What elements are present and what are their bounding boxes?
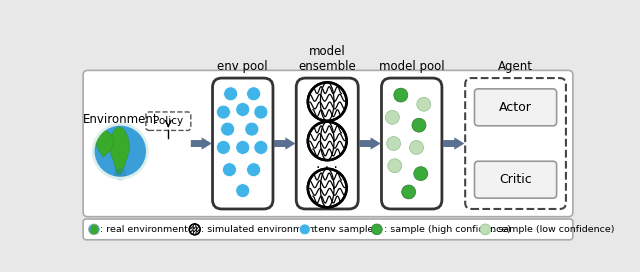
Text: Environment: Environment	[83, 113, 158, 126]
Circle shape	[300, 224, 310, 235]
Circle shape	[93, 124, 147, 178]
Text: : sample (high confidence): : sample (high confidence)	[384, 225, 511, 234]
Circle shape	[410, 141, 424, 154]
Text: model pool: model pool	[379, 60, 445, 73]
Circle shape	[245, 122, 259, 136]
Polygon shape	[443, 137, 465, 150]
Text: env pool: env pool	[218, 60, 268, 73]
FancyBboxPatch shape	[83, 219, 573, 240]
Circle shape	[385, 110, 399, 124]
Circle shape	[216, 105, 230, 119]
Text: : simulated environment: : simulated environment	[201, 225, 317, 234]
Circle shape	[402, 185, 415, 199]
Circle shape	[216, 141, 230, 154]
Circle shape	[236, 141, 250, 154]
Circle shape	[246, 87, 260, 101]
Circle shape	[417, 97, 431, 111]
Text: : env sample: : env sample	[312, 225, 373, 234]
Polygon shape	[90, 224, 99, 235]
Circle shape	[224, 87, 237, 101]
Polygon shape	[109, 126, 129, 174]
FancyBboxPatch shape	[296, 78, 358, 209]
Text: Policy: Policy	[154, 116, 184, 126]
Circle shape	[254, 141, 268, 154]
Circle shape	[236, 103, 250, 116]
Text: . . .: . . .	[316, 157, 338, 171]
Circle shape	[371, 224, 382, 235]
FancyBboxPatch shape	[146, 112, 191, 131]
Text: Agent: Agent	[498, 60, 533, 73]
Text: model
ensemble: model ensemble	[298, 45, 356, 73]
Circle shape	[308, 122, 347, 160]
FancyBboxPatch shape	[474, 89, 557, 126]
Circle shape	[388, 159, 402, 173]
Text: : real environment: : real environment	[100, 225, 188, 234]
FancyBboxPatch shape	[83, 70, 573, 217]
Circle shape	[114, 168, 127, 181]
Circle shape	[480, 224, 491, 235]
Circle shape	[414, 167, 428, 181]
Text: : sample (low confidence): : sample (low confidence)	[492, 225, 615, 234]
Polygon shape	[359, 137, 381, 150]
Circle shape	[236, 184, 250, 197]
Circle shape	[189, 224, 200, 235]
Circle shape	[88, 224, 99, 235]
Polygon shape	[274, 137, 296, 150]
Circle shape	[308, 82, 347, 121]
FancyBboxPatch shape	[212, 78, 273, 209]
FancyBboxPatch shape	[474, 161, 557, 198]
Circle shape	[387, 137, 401, 150]
Circle shape	[308, 169, 347, 207]
Circle shape	[394, 88, 408, 102]
Circle shape	[254, 105, 268, 119]
Circle shape	[221, 122, 235, 136]
Circle shape	[412, 118, 426, 132]
Polygon shape	[95, 130, 114, 157]
Polygon shape	[191, 137, 212, 150]
FancyBboxPatch shape	[381, 78, 442, 209]
Circle shape	[223, 163, 236, 177]
Circle shape	[246, 163, 260, 177]
Text: Actor: Actor	[499, 101, 532, 114]
Text: Critic: Critic	[499, 173, 532, 186]
